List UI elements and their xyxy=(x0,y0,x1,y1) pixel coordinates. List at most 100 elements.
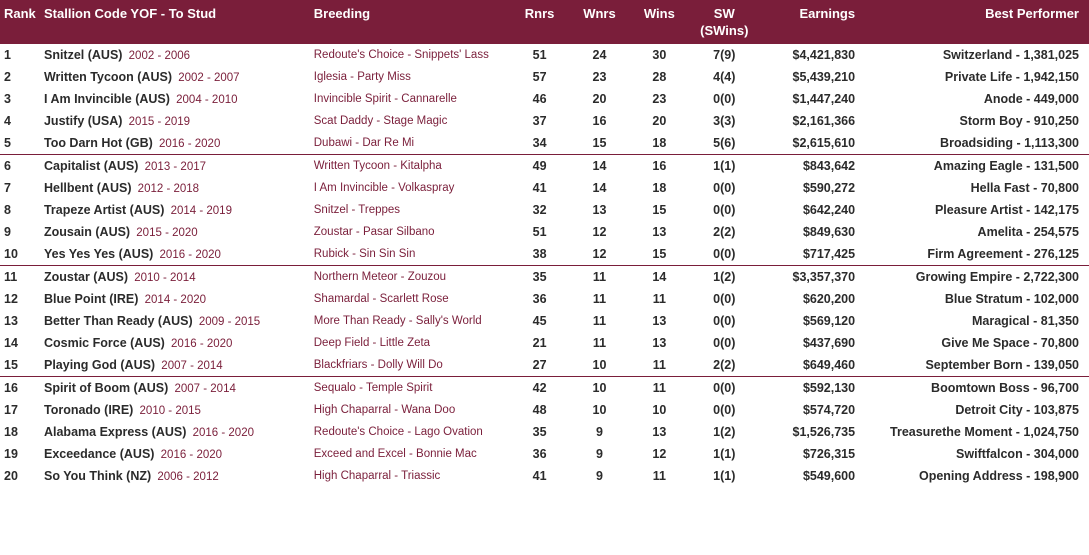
cell-best: Opening Address - 198,900 xyxy=(859,465,1089,487)
cell-earnings: $2,615,610 xyxy=(759,132,859,155)
stallion-rankings-table: Rank Stallion Code YOF - To Stud Breedin… xyxy=(0,0,1089,487)
cell-wnrs: 10 xyxy=(570,377,630,400)
table-row: 5Too Darn Hot (GB) 2016 - 2020Dubawi - D… xyxy=(0,132,1089,155)
cell-rank: 3 xyxy=(0,88,40,110)
cell-rnrs: 37 xyxy=(510,110,570,132)
cell-earnings: $3,357,370 xyxy=(759,266,859,289)
col-wnrs: Wnrs xyxy=(570,0,630,23)
stallion-yof: 2002 - 2006 xyxy=(125,50,190,62)
cell-rnrs: 35 xyxy=(510,421,570,443)
cell-breeding: Rubick - Sin Sin Sin xyxy=(310,243,510,266)
cell-rank: 7 xyxy=(0,177,40,199)
cell-stallion: Spirit of Boom (AUS) 2007 - 2014 xyxy=(40,377,310,400)
stallion-yof: 2009 - 2015 xyxy=(196,316,261,328)
cell-stallion: Snitzel (AUS) 2002 - 2006 xyxy=(40,44,310,66)
cell-stallion: I Am Invincible (AUS) 2004 - 2010 xyxy=(40,88,310,110)
cell-wnrs: 9 xyxy=(570,465,630,487)
cell-rank: 12 xyxy=(0,288,40,310)
stallion-yof: 2010 - 2015 xyxy=(136,405,201,417)
cell-wnrs: 13 xyxy=(570,199,630,221)
cell-rnrs: 38 xyxy=(510,243,570,266)
cell-best: Broadsiding - 1,113,300 xyxy=(859,132,1089,155)
table-row: 3I Am Invincible (AUS) 2004 - 2010Invinc… xyxy=(0,88,1089,110)
cell-rank: 14 xyxy=(0,332,40,354)
cell-wnrs: 9 xyxy=(570,421,630,443)
stallion-yof: 2016 - 2020 xyxy=(156,138,221,150)
col-best: Best Performer xyxy=(859,0,1089,23)
cell-sw: 5(6) xyxy=(689,132,759,155)
cell-rnrs: 41 xyxy=(510,465,570,487)
cell-wins: 15 xyxy=(629,199,689,221)
stallion-yof: 2007 - 2014 xyxy=(158,360,223,372)
cell-wins: 28 xyxy=(629,66,689,88)
cell-rnrs: 34 xyxy=(510,132,570,155)
stallion-name: Trapeze Artist (AUS) xyxy=(44,203,164,217)
col-sw: SW xyxy=(689,0,759,23)
cell-rnrs: 48 xyxy=(510,399,570,421)
cell-breeding: Deep Field - Little Zeta xyxy=(310,332,510,354)
cell-best: Maragical - 81,350 xyxy=(859,310,1089,332)
cell-stallion: Too Darn Hot (GB) 2016 - 2020 xyxy=(40,132,310,155)
cell-wnrs: 16 xyxy=(570,110,630,132)
cell-best: Swiftfalcon - 304,000 xyxy=(859,443,1089,465)
cell-wins: 12 xyxy=(629,443,689,465)
cell-sw: 2(2) xyxy=(689,221,759,243)
table-body: 1Snitzel (AUS) 2002 - 2006Redoute's Choi… xyxy=(0,44,1089,487)
cell-rnrs: 27 xyxy=(510,354,570,377)
cell-wnrs: 12 xyxy=(570,243,630,266)
cell-earnings: $1,526,735 xyxy=(759,421,859,443)
cell-rank: 19 xyxy=(0,443,40,465)
cell-wins: 13 xyxy=(629,332,689,354)
cell-earnings: $649,460 xyxy=(759,354,859,377)
cell-rnrs: 57 xyxy=(510,66,570,88)
col-stallion: Stallion Code YOF - To Stud xyxy=(40,0,310,23)
cell-breeding: Zoustar - Pasar Silbano xyxy=(310,221,510,243)
cell-wins: 11 xyxy=(629,354,689,377)
stallion-name: Alabama Express (AUS) xyxy=(44,425,186,439)
cell-best: Amelita - 254,575 xyxy=(859,221,1089,243)
cell-wins: 15 xyxy=(629,243,689,266)
cell-earnings: $843,642 xyxy=(759,155,859,178)
stallion-yof: 2013 - 2017 xyxy=(141,161,206,173)
cell-breeding: Written Tycoon - Kitalpha xyxy=(310,155,510,178)
stallion-yof: 2004 - 2010 xyxy=(173,94,238,106)
stallion-yof: 2015 - 2020 xyxy=(133,227,198,239)
cell-rank: 2 xyxy=(0,66,40,88)
cell-best: Hella Fast - 70,800 xyxy=(859,177,1089,199)
cell-rank: 11 xyxy=(0,266,40,289)
cell-earnings: $620,200 xyxy=(759,288,859,310)
cell-breeding: Iglesia - Party Miss xyxy=(310,66,510,88)
cell-rank: 4 xyxy=(0,110,40,132)
stallion-name: Spirit of Boom (AUS) xyxy=(44,381,168,395)
cell-rank: 20 xyxy=(0,465,40,487)
cell-wnrs: 15 xyxy=(570,132,630,155)
table-row: 14Cosmic Force (AUS) 2016 - 2020Deep Fie… xyxy=(0,332,1089,354)
cell-rank: 16 xyxy=(0,377,40,400)
stallion-name: Too Darn Hot (GB) xyxy=(44,136,153,150)
cell-stallion: Trapeze Artist (AUS) 2014 - 2019 xyxy=(40,199,310,221)
stallion-name: Hellbent (AUS) xyxy=(44,181,132,195)
cell-rank: 5 xyxy=(0,132,40,155)
stallion-yof: 2014 - 2020 xyxy=(141,294,206,306)
table-row: 19Exceedance (AUS) 2016 - 2020Exceed and… xyxy=(0,443,1089,465)
table-row: 20So You Think (NZ) 2006 - 2012High Chap… xyxy=(0,465,1089,487)
cell-best: Switzerland - 1,381,025 xyxy=(859,44,1089,66)
cell-wnrs: 11 xyxy=(570,288,630,310)
cell-breeding: Northern Meteor - Zouzou xyxy=(310,266,510,289)
cell-stallion: Zousain (AUS) 2015 - 2020 xyxy=(40,221,310,243)
cell-earnings: $574,720 xyxy=(759,399,859,421)
cell-rnrs: 41 xyxy=(510,177,570,199)
cell-earnings: $1,447,240 xyxy=(759,88,859,110)
cell-wnrs: 24 xyxy=(570,44,630,66)
cell-sw: 1(2) xyxy=(689,266,759,289)
cell-wnrs: 20 xyxy=(570,88,630,110)
cell-rnrs: 35 xyxy=(510,266,570,289)
stallion-yof: 2014 - 2019 xyxy=(167,205,232,217)
cell-breeding: Invincible Spirit - Cannarelle xyxy=(310,88,510,110)
cell-wins: 30 xyxy=(629,44,689,66)
cell-rnrs: 36 xyxy=(510,288,570,310)
cell-rnrs: 49 xyxy=(510,155,570,178)
cell-breeding: Redoute's Choice - Lago Ovation xyxy=(310,421,510,443)
table-row: 1Snitzel (AUS) 2002 - 2006Redoute's Choi… xyxy=(0,44,1089,66)
table-row: 16Spirit of Boom (AUS) 2007 - 2014Sequal… xyxy=(0,377,1089,400)
